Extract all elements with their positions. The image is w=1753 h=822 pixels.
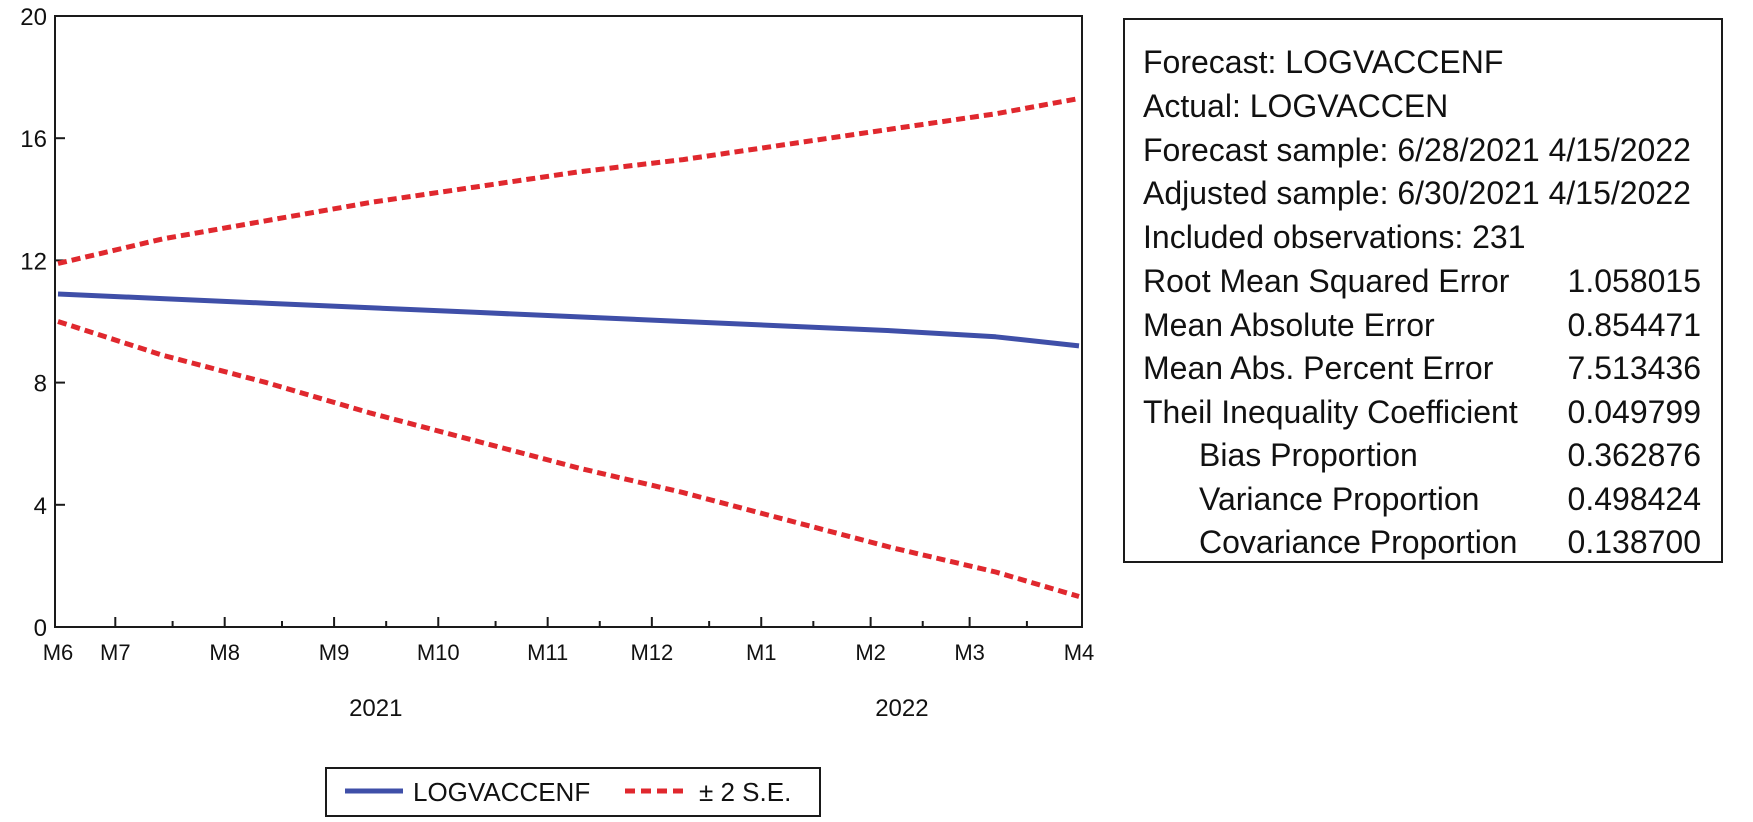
metric-row: Covariance Proportion 0.138700 — [1125, 522, 1721, 562]
metric-label: Variance Proportion — [1199, 480, 1480, 517]
chart-legend: LOGVACCENF ± 2 S.E. — [325, 767, 821, 817]
series-layer — [57, 96, 1080, 599]
x-tick-label: M8 — [209, 640, 240, 665]
metric-label: Bias Proportion — [1199, 437, 1418, 473]
x-axis: M6 M7 M8 M9 M10 M11 M12 M1 M2 M3 M4 2021 2022 — [43, 617, 1095, 722]
included-observations-line: Included observations: 231 — [1125, 217, 1721, 257]
metric-row: Mean Abs. Percent Error 7.513436 — [1125, 348, 1721, 388]
metric-value: 0.049799 — [1567, 393, 1701, 430]
plot-area-frame — [54, 15, 1083, 628]
metric-value: 0.138700 — [1567, 524, 1701, 560]
metric-value: 0.854471 — [1567, 306, 1701, 343]
metric-label: Theil Inequality Coefficient — [1143, 393, 1518, 430]
forecast-sample-text: Forecast sample: 6/28/2021 4/15/2022 — [1143, 132, 1691, 168]
metric-value: 0.498424 — [1567, 480, 1701, 517]
se-band-line — [57, 319, 1080, 599]
legend-label-forecast: LOGVACCENF — [413, 777, 591, 807]
adjusted-sample-line: Adjusted sample: 6/30/2021 4/15/2022 — [1125, 173, 1721, 213]
adjusted-sample-text: Adjusted sample: 6/30/2021 4/15/2022 — [1143, 175, 1691, 211]
x-tick-label: M1 — [746, 640, 777, 665]
forecast-line: Forecast: LOGVACCENF — [1125, 42, 1721, 82]
metric-label: Root Mean Squared Error — [1143, 263, 1510, 299]
y-tick-label: 16 — [20, 126, 47, 153]
metric-label: Mean Abs. Percent Error — [1143, 350, 1494, 386]
y-tick-label: 4 — [34, 493, 47, 520]
y-tick-label: 0 — [34, 615, 47, 642]
y-tick-label: 8 — [34, 371, 47, 398]
metric-row: Bias Proportion 0.362876 — [1125, 435, 1721, 475]
metric-row: Theil Inequality Coefficient 0.049799 — [1125, 392, 1721, 432]
forecast-chart: 0 4 8 12 16 20 M6 M7 M8 M9 M10 M11 M12 M1 M2 M3 M4 2021 2… — [20, 4, 1095, 722]
y-tick-label: 20 — [20, 4, 47, 31]
forecast-line — [57, 291, 1080, 349]
x-tick-label: M11 — [527, 640, 568, 665]
x-tick-label: M6 — [43, 640, 74, 665]
forecast-sample-line: Forecast sample: 6/28/2021 4/15/2022 — [1125, 130, 1721, 170]
y-tick-label: 12 — [20, 248, 47, 275]
legend-dashed-line-swatch — [625, 788, 689, 794]
actual-text: Actual: LOGVACCEN — [1143, 88, 1449, 124]
x-tick-label: M9 — [319, 640, 350, 665]
x-tick-label: M3 — [954, 640, 985, 665]
metric-value: 1.058015 — [1567, 263, 1701, 299]
forecast-text: Forecast: LOGVACCENF — [1143, 44, 1504, 80]
metric-value: 7.513436 — [1567, 350, 1701, 386]
metric-row: Mean Absolute Error 0.854471 — [1125, 305, 1721, 345]
metric-value: 0.362876 — [1567, 437, 1701, 473]
y-axis: 0 4 8 12 16 20 — [20, 4, 65, 642]
metric-label: Covariance Proportion — [1199, 524, 1518, 560]
included-observations-text: Included observations: 231 — [1143, 219, 1526, 255]
year-label: 2022 — [875, 695, 928, 722]
x-tick-label: M4 — [1064, 640, 1095, 665]
metric-label: Mean Absolute Error — [1143, 306, 1435, 343]
metric-row: Root Mean Squared Error 1.058015 — [1125, 261, 1721, 301]
metric-row: Variance Proportion 0.498424 — [1125, 479, 1721, 519]
forecast-statistics-panel: Forecast: LOGVACCENF Actual: LOGVACCEN F… — [1123, 18, 1723, 563]
year-label: 2021 — [349, 695, 402, 722]
x-tick-label: M2 — [855, 640, 886, 665]
x-tick-label: M12 — [630, 640, 673, 665]
x-tick-label: M10 — [417, 640, 460, 665]
legend-solid-line-swatch — [345, 788, 403, 794]
actual-line: Actual: LOGVACCEN — [1125, 86, 1721, 126]
se-band-line — [57, 96, 1080, 266]
legend-label-se-band: ± 2 S.E. — [699, 777, 792, 807]
x-tick-label: M7 — [100, 640, 131, 665]
